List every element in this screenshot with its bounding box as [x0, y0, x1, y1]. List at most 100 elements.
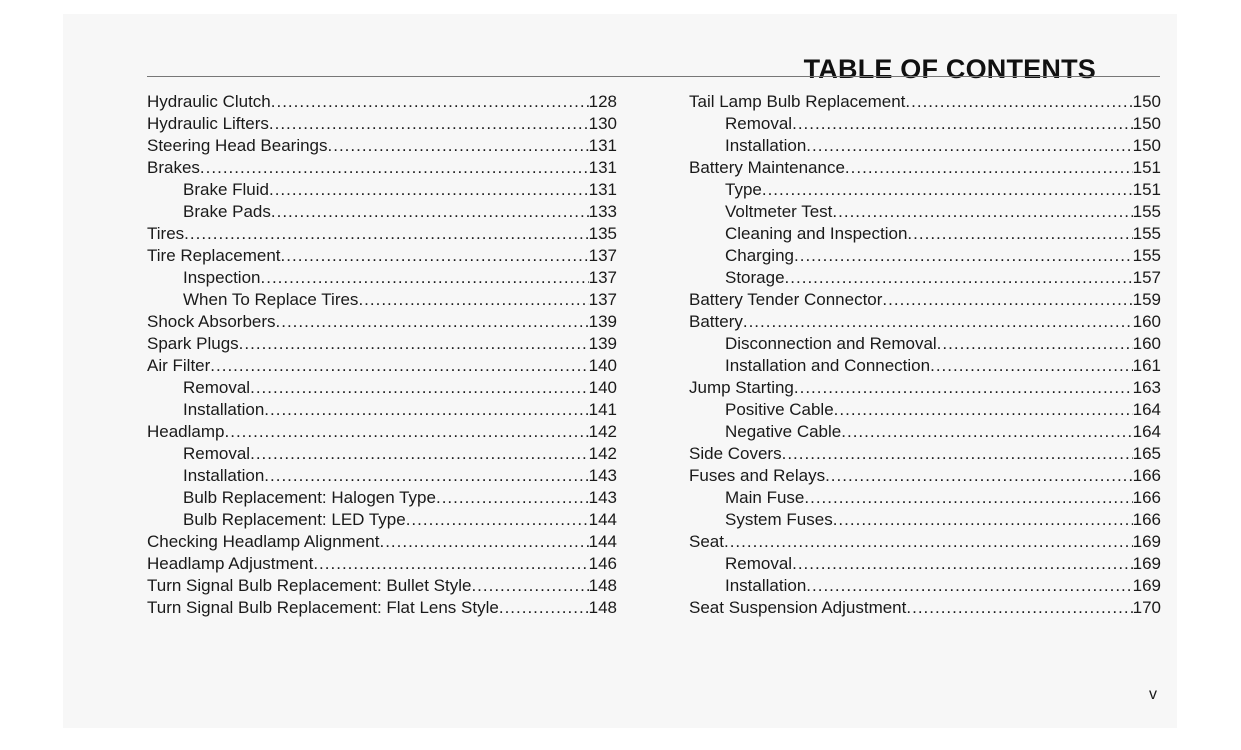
toc-entry-page: 164	[1132, 400, 1161, 419]
dot-leader	[825, 465, 1133, 487]
toc-entry[interactable]: Brakes 131	[147, 157, 617, 179]
toc-entry[interactable]: Air Filter 140	[147, 355, 617, 377]
toc-entry[interactable]: Charging 155	[689, 245, 1161, 267]
dot-leader	[210, 355, 588, 377]
toc-entry-page: 131	[588, 136, 617, 155]
dot-leader	[379, 531, 588, 553]
toc-entry[interactable]: Bulb Replacement: LED Type 144	[147, 509, 617, 531]
toc-entry[interactable]: Voltmeter Test 155	[689, 201, 1161, 223]
toc-entry[interactable]: Installation 141	[147, 399, 617, 421]
toc-entry[interactable]: When To Replace Tires 137	[147, 289, 617, 311]
toc-entry[interactable]: Storage 157	[689, 267, 1161, 289]
toc-entry-label: Seat	[689, 532, 724, 551]
dot-leader	[264, 465, 588, 487]
toc-entry[interactable]: Headlamp Adjustment 146	[147, 553, 617, 575]
dot-leader	[724, 531, 1133, 553]
toc-entry-label: Cleaning and Inspection	[725, 224, 908, 243]
toc-entry-label: Side Covers	[689, 444, 782, 463]
toc-entry-label: Positive Cable	[725, 400, 834, 419]
toc-entry-page: 155	[1132, 202, 1161, 221]
toc-entry[interactable]: Removal 150	[689, 113, 1161, 135]
toc-entry-label: Brakes	[147, 158, 200, 177]
toc-entry[interactable]: Installation 169	[689, 575, 1161, 597]
toc-entry-label: Fuses and Relays	[689, 466, 826, 485]
toc-entry[interactable]: Headlamp 142	[147, 421, 617, 443]
dot-leader	[264, 399, 588, 421]
toc-entry[interactable]: Removal 140	[147, 377, 617, 399]
toc-right-column: Tail Lamp Bulb Replacement150Removal150I…	[689, 91, 1161, 619]
toc-entry[interactable]: Seat 169	[689, 531, 1161, 553]
dot-leader	[250, 443, 589, 465]
dot-leader	[269, 179, 589, 201]
toc-entry-label: Battery Tender Connector	[689, 290, 883, 309]
toc-entry[interactable]: Steering Head Bearings 131	[147, 135, 617, 157]
dot-leader	[743, 311, 1133, 333]
dot-leader	[499, 597, 589, 619]
toc-entry-label: Installation	[183, 466, 265, 485]
toc-entry[interactable]: Type 151	[689, 179, 1161, 201]
toc-entry[interactable]: Fuses and Relays 166	[689, 465, 1161, 487]
toc-entry[interactable]: Brake Pads 133	[147, 201, 617, 223]
dot-leader	[281, 245, 589, 267]
toc-entry[interactable]: Checking Headlamp Alignment 144	[147, 531, 617, 553]
toc-entry-label: Seat Suspension Adjustment	[689, 598, 907, 617]
toc-entry-page: 143	[588, 466, 617, 485]
toc-entry[interactable]: Spark Plugs 139	[147, 333, 617, 355]
dot-leader	[250, 377, 589, 399]
toc-entry[interactable]: Removal 169	[689, 553, 1161, 575]
toc-left-column: Hydraulic Clutch 128 Hydraulic Lifters 130 S…	[147, 91, 617, 619]
toc-entry-page: 166	[1132, 488, 1161, 507]
toc-entry[interactable]: Turn Signal Bulb Replacement: Flat Lens …	[147, 597, 617, 619]
toc-entry[interactable]: Side Covers 165	[689, 443, 1161, 465]
toc-entry-page: 142	[588, 422, 617, 441]
toc-entry[interactable]: System Fuses 166	[689, 509, 1161, 531]
toc-entry-label: Headlamp	[147, 422, 225, 441]
toc-entry[interactable]: Turn Signal Bulb Replacement: Bullet Sty…	[147, 575, 617, 597]
toc-entry[interactable]: Disconnection and Removal 160	[689, 333, 1161, 355]
toc-entry-page: 160	[1132, 312, 1161, 331]
toc-entry[interactable]: Bulb Replacement: Halogen Type 143	[147, 487, 617, 509]
toc-entry[interactable]: Positive Cable 164	[689, 399, 1161, 421]
toc-entry-page: 164	[1132, 422, 1161, 441]
dot-leader	[804, 487, 1132, 509]
toc-entry-page: 150	[1132, 92, 1161, 111]
toc-entry-label: Charging	[725, 246, 794, 265]
toc-entry[interactable]: Battery 160	[689, 311, 1161, 333]
toc-entry-page: 150	[1132, 136, 1161, 155]
dot-leader	[806, 575, 1132, 597]
toc-entry-label: Installation	[725, 136, 807, 155]
dot-leader	[882, 289, 1132, 311]
toc-entry[interactable]: Tail Lamp Bulb Replacement 150	[689, 91, 1161, 113]
title-divider	[147, 76, 1160, 77]
toc-entry[interactable]: Inspection 137	[147, 267, 617, 289]
toc-entry-label: Shock Absorbers	[147, 312, 276, 331]
toc-entry[interactable]: Cleaning and Inspection 155	[689, 223, 1161, 245]
toc-entry[interactable]: Jump Starting 163	[689, 377, 1161, 399]
toc-entry-label: Spark Plugs	[147, 334, 239, 353]
dot-leader	[225, 421, 589, 443]
page-title: TABLE OF CONTENTS	[803, 54, 1096, 84]
toc-entry[interactable]: Tire Replacement 137	[147, 245, 617, 267]
toc-entry-page: 166	[1132, 466, 1161, 485]
toc-entry[interactable]: Main Fuse 166	[689, 487, 1161, 509]
toc-entry[interactable]: Hydraulic Clutch 128	[147, 91, 617, 113]
toc-entry[interactable]: Battery Tender Connector 159	[689, 289, 1161, 311]
toc-entry[interactable]: Hydraulic Lifters 130	[147, 113, 617, 135]
toc-entry-label: Turn Signal Bulb Replacement: Flat Lens …	[147, 598, 499, 617]
toc-entry[interactable]: Battery Maintenance 151	[689, 157, 1161, 179]
toc-entry[interactable]: Brake Fluid 131	[147, 179, 617, 201]
toc-entry-page: 155	[1132, 224, 1161, 243]
toc-entry-label: Installation	[725, 576, 807, 595]
toc-entry[interactable]: Tires 135	[147, 223, 617, 245]
toc-entry[interactable]: Removal 142	[147, 443, 617, 465]
toc-entry-page: 128	[588, 92, 617, 111]
toc-entry[interactable]: Negative Cable 164	[689, 421, 1161, 443]
toc-entry-page: 169	[1132, 554, 1161, 573]
toc-entry[interactable]: Installation and Connection 161	[689, 355, 1161, 377]
toc-entry-label: Disconnection and Removal	[725, 334, 937, 353]
toc-entry[interactable]: Installation 143	[147, 465, 617, 487]
toc-entry[interactable]: Seat Suspension Adjustment 170	[689, 597, 1161, 619]
toc-entry[interactable]: Installation 150	[689, 135, 1161, 157]
toc-entry[interactable]: Shock Absorbers 139	[147, 311, 617, 333]
toc-entry-page: 143	[588, 488, 617, 507]
